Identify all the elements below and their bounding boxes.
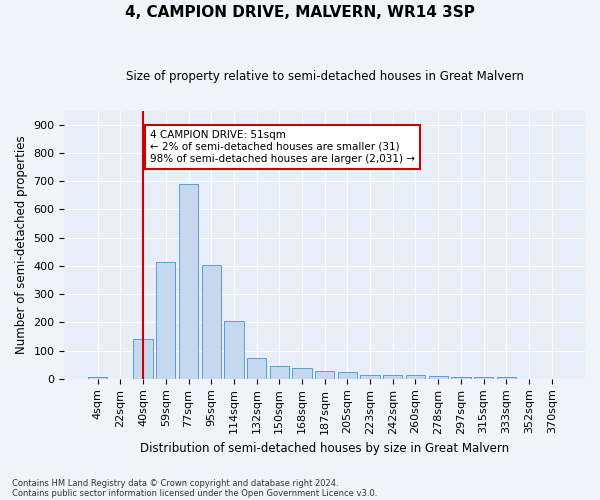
Bar	[133, 340, 153, 379]
Bar	[292, 368, 311, 379]
X-axis label: Distribution of semi-detached houses by size in Great Malvern: Distribution of semi-detached houses by …	[140, 442, 509, 455]
Bar	[315, 370, 334, 379]
Bar	[247, 358, 266, 379]
Bar	[451, 378, 470, 379]
Bar	[428, 376, 448, 379]
Bar	[88, 378, 107, 379]
Bar	[224, 322, 244, 379]
Title: Size of property relative to semi-detached houses in Great Malvern: Size of property relative to semi-detach…	[126, 70, 524, 83]
Bar	[497, 378, 516, 379]
Bar	[179, 184, 198, 379]
Y-axis label: Number of semi-detached properties: Number of semi-detached properties	[15, 136, 28, 354]
Bar	[406, 375, 425, 379]
Text: Contains public sector information licensed under the Open Government Licence v3: Contains public sector information licen…	[12, 488, 377, 498]
Bar	[474, 376, 493, 379]
Bar	[361, 375, 380, 379]
Bar	[383, 374, 403, 379]
Text: 4 CAMPION DRIVE: 51sqm
← 2% of semi-detached houses are smaller (31)
98% of semi: 4 CAMPION DRIVE: 51sqm ← 2% of semi-deta…	[150, 130, 415, 164]
Text: Contains HM Land Registry data © Crown copyright and database right 2024.: Contains HM Land Registry data © Crown c…	[12, 478, 338, 488]
Bar	[202, 266, 221, 379]
Bar	[338, 372, 357, 379]
Text: 4, CAMPION DRIVE, MALVERN, WR14 3SP: 4, CAMPION DRIVE, MALVERN, WR14 3SP	[125, 5, 475, 20]
Bar	[156, 262, 175, 379]
Bar	[269, 366, 289, 379]
